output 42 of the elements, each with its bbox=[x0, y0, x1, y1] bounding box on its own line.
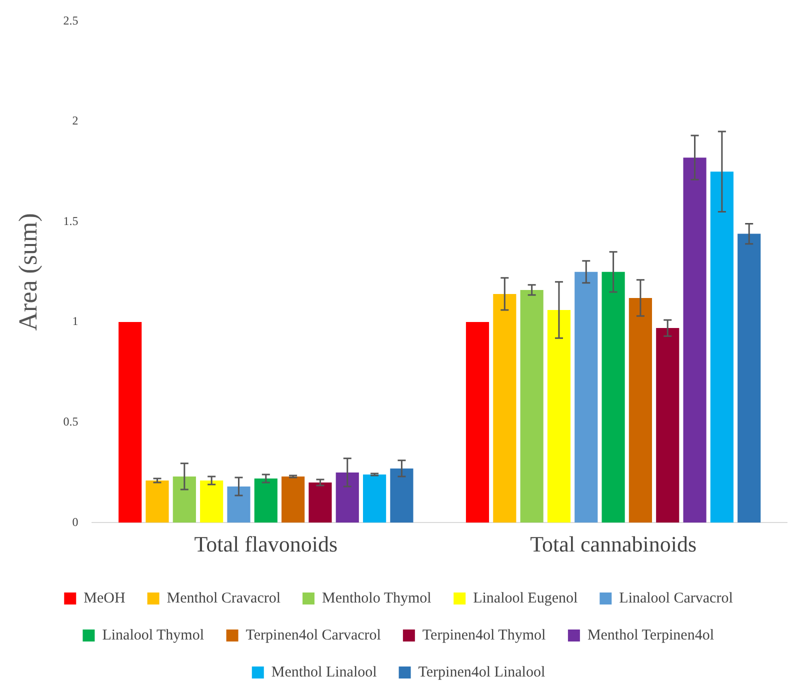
bar bbox=[628, 298, 652, 523]
bar bbox=[656, 328, 680, 523]
y-tick-label: 1.5 bbox=[63, 214, 78, 228]
bar bbox=[710, 172, 734, 523]
y-axis-title: Area (sum) bbox=[13, 213, 42, 331]
legend-label: Linalool Carvacrol bbox=[619, 590, 733, 606]
y-tick-label: 0.5 bbox=[63, 414, 78, 428]
bar bbox=[520, 290, 544, 523]
bar bbox=[254, 478, 278, 523]
bar bbox=[602, 272, 625, 523]
bar bbox=[683, 158, 706, 523]
bar bbox=[363, 474, 386, 523]
y-tick-label: 1 bbox=[72, 314, 78, 328]
y-tick-label: 2.5 bbox=[63, 13, 78, 28]
legend-label: Terpinen4ol Linalool bbox=[418, 664, 546, 680]
bar bbox=[466, 322, 490, 523]
bar bbox=[390, 468, 414, 523]
bar bbox=[308, 482, 332, 523]
bar bbox=[282, 476, 305, 523]
legend-label: Menthol Cravacrol bbox=[166, 590, 281, 606]
legend-label: Terpinen4ol Thymol bbox=[422, 627, 546, 644]
bar bbox=[493, 294, 516, 523]
legend-label: Terpinen4ol Carvacrol bbox=[246, 627, 381, 644]
legend-label: Linalool Eugenol bbox=[473, 590, 578, 606]
x-tick-label: Total cannabinoids bbox=[530, 532, 697, 557]
bar bbox=[227, 486, 250, 523]
bar bbox=[200, 480, 224, 523]
bar bbox=[172, 476, 196, 523]
bar bbox=[547, 310, 571, 523]
bar bbox=[118, 322, 142, 523]
y-tick-label: 0 bbox=[72, 514, 78, 529]
bar bbox=[146, 480, 169, 523]
legend-label: MeOH bbox=[84, 590, 126, 606]
legend-label: Menthol Terpinen4ol bbox=[587, 627, 714, 644]
y-tick-label: 2 bbox=[72, 114, 78, 128]
legend-label: Linalool Thymol bbox=[102, 627, 204, 644]
legend-label: Menthol Linalool bbox=[271, 664, 377, 680]
bar bbox=[336, 472, 359, 523]
bar bbox=[738, 234, 761, 523]
x-tick-label: Total flavonoids bbox=[194, 532, 338, 557]
bar bbox=[574, 272, 598, 523]
legend-label: Mentholo Thymol bbox=[322, 590, 432, 606]
